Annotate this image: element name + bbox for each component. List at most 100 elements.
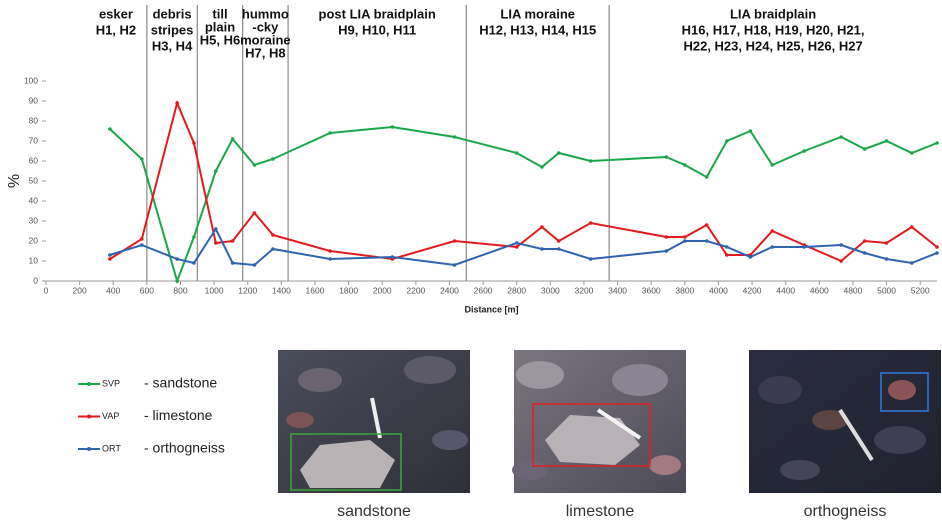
x-tick-label: 800	[173, 285, 187, 295]
photo-sandstone	[278, 350, 470, 493]
x-tick-label: 2800	[507, 285, 526, 295]
zone-label: H5, H6	[200, 32, 240, 47]
data-point	[192, 141, 196, 145]
data-point	[253, 263, 257, 267]
x-tick-label: 2400	[440, 285, 459, 295]
y-tick-label: 0	[33, 275, 38, 285]
data-point	[140, 237, 144, 241]
data-point	[935, 141, 939, 145]
y-tick-label: 70	[29, 135, 39, 145]
data-point	[540, 225, 544, 229]
data-point	[253, 163, 257, 167]
zone-label: H3, H4	[152, 38, 193, 53]
data-point	[725, 245, 729, 249]
data-point	[140, 243, 144, 247]
data-point	[749, 255, 753, 259]
data-point	[175, 279, 179, 283]
data-point	[192, 261, 196, 265]
x-tick-label: 0	[44, 285, 49, 295]
data-point	[770, 163, 774, 167]
data-point	[271, 233, 275, 237]
x-tick-label: 3200	[575, 285, 594, 295]
x-tick-label: 3800	[675, 285, 694, 295]
data-point	[683, 239, 687, 243]
data-point	[705, 223, 709, 227]
x-tick-label: 4200	[743, 285, 762, 295]
data-point	[140, 157, 144, 161]
data-point	[589, 221, 593, 225]
data-point	[910, 261, 914, 265]
data-point	[192, 235, 196, 239]
zone-label: debris	[153, 6, 192, 21]
data-point	[839, 243, 843, 247]
data-point	[271, 157, 275, 161]
legend-description: - sandstone	[144, 375, 217, 391]
data-point	[231, 261, 235, 265]
data-point	[557, 247, 561, 251]
photo-caption: limestone	[566, 503, 635, 520]
data-point	[108, 257, 112, 261]
data-point	[665, 235, 669, 239]
legend-marker	[87, 382, 91, 386]
data-point	[839, 259, 843, 263]
data-point	[770, 245, 774, 249]
y-tick-label: 10	[29, 255, 39, 265]
data-point	[683, 235, 687, 239]
data-point	[885, 139, 889, 143]
x-tick-label: 3000	[541, 285, 560, 295]
photo-caption: orthogneiss	[804, 503, 887, 520]
legend-description: - orthogneiss	[144, 440, 225, 456]
data-point	[328, 257, 332, 261]
data-point	[910, 151, 914, 155]
data-point	[683, 163, 687, 167]
x-tick-label: 5000	[877, 285, 896, 295]
series-line	[110, 103, 937, 261]
x-tick-label: 4800	[843, 285, 862, 295]
x-tick-label: 1200	[238, 285, 257, 295]
data-point	[839, 135, 843, 139]
data-point	[770, 229, 774, 233]
x-tick-label: 4400	[776, 285, 795, 295]
y-tick-label: 40	[29, 195, 39, 205]
zone-label: post LIA braidplain	[319, 6, 436, 21]
data-point	[910, 225, 914, 229]
y-tick-label: 80	[29, 115, 39, 125]
data-point	[453, 263, 457, 267]
data-point	[705, 239, 709, 243]
x-tick-label: 2600	[474, 285, 493, 295]
data-point	[863, 147, 867, 151]
data-point	[515, 241, 519, 245]
photo-orthogneiss	[749, 350, 941, 493]
photo-caption: sandstone	[337, 503, 411, 520]
data-point	[935, 245, 939, 249]
data-point	[231, 239, 235, 243]
zone-label: H22, H23, H24, H25, H26, H27	[683, 38, 862, 53]
series-line	[110, 229, 937, 265]
legend-name: ORT	[102, 443, 121, 453]
data-point	[540, 247, 544, 251]
data-point	[214, 227, 218, 231]
x-tick-label: 3600	[642, 285, 661, 295]
data-point	[231, 137, 235, 141]
data-point	[885, 241, 889, 245]
data-point	[557, 151, 561, 155]
y-axis-label: %	[6, 174, 23, 188]
x-tick-label: 4000	[709, 285, 728, 295]
data-point	[515, 245, 519, 249]
data-point	[391, 125, 395, 129]
x-tick-label: 1600	[306, 285, 325, 295]
zone-label: LIA moraine	[500, 6, 575, 21]
data-point	[802, 245, 806, 249]
x-axis-label: Distance [m]	[464, 304, 518, 314]
data-point	[863, 251, 867, 255]
y-tick-label: 50	[29, 175, 39, 185]
data-point	[935, 251, 939, 255]
data-point	[453, 135, 457, 139]
data-point	[214, 241, 218, 245]
zone-label: esker	[99, 6, 133, 21]
y-tick-label: 100	[24, 75, 38, 85]
x-tick-label: 1800	[339, 285, 358, 295]
x-tick-label: 4600	[810, 285, 829, 295]
zone-label: H12, H13, H14, H15	[479, 22, 596, 37]
data-point	[665, 249, 669, 253]
